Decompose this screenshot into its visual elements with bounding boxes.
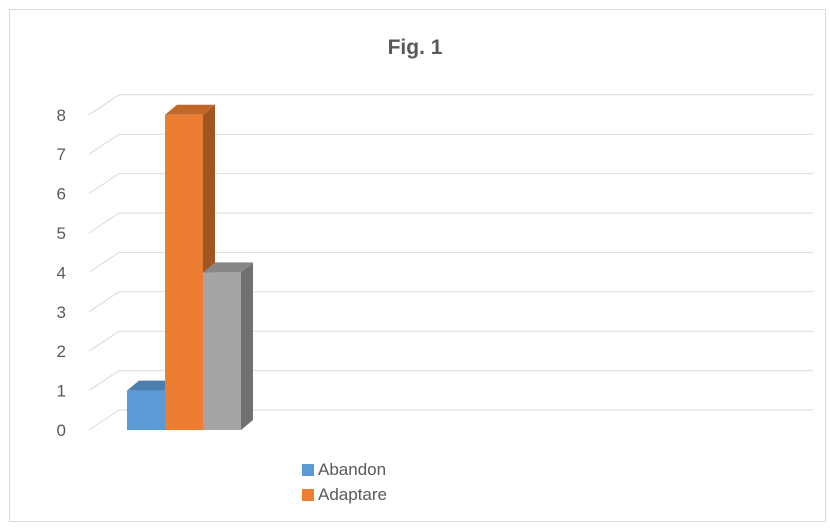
bar-top-abandon xyxy=(127,380,177,391)
y-tick-label-1: 1 xyxy=(57,382,66,401)
bar-side-series-3 xyxy=(241,262,253,430)
y-tick-label-4: 4 xyxy=(57,263,66,282)
gridline-7 xyxy=(88,133,813,155)
y-tick-label-3: 3 xyxy=(57,303,66,322)
legend-label-adaptare: Adaptare xyxy=(318,485,387,504)
gridline-1 xyxy=(88,370,813,392)
y-tick-label-8: 8 xyxy=(57,106,66,125)
y-tick-label-0: 0 xyxy=(57,421,66,440)
gridline-4 xyxy=(88,251,813,273)
bar-top-adaptare xyxy=(165,104,215,115)
bar-top-series-3 xyxy=(203,262,253,273)
legend-item-abandon: Abandon xyxy=(302,459,386,481)
legend-swatch-abandon xyxy=(302,464,314,476)
gridline-6 xyxy=(88,173,813,195)
gridline-5 xyxy=(88,212,813,234)
legend-swatch-adaptare xyxy=(302,489,314,501)
bar-abandon xyxy=(127,390,165,430)
gridline-3 xyxy=(88,291,813,313)
bar-series-3 xyxy=(203,272,241,430)
chart-title: Fig. 1 xyxy=(387,36,443,59)
legend-label-abandon: Abandon xyxy=(318,460,387,479)
gridline-8 xyxy=(88,94,813,116)
y-tick-label-6: 6 xyxy=(57,185,66,204)
bar-adaptare xyxy=(165,114,203,431)
legend-item-adaptare: Adaptare xyxy=(302,484,387,506)
gridline-0 xyxy=(88,409,813,431)
gridline-2 xyxy=(88,330,813,352)
y-tick-label-5: 5 xyxy=(57,224,66,243)
y-tick-label-2: 2 xyxy=(57,342,66,361)
y-tick-label-7: 7 xyxy=(57,145,66,164)
